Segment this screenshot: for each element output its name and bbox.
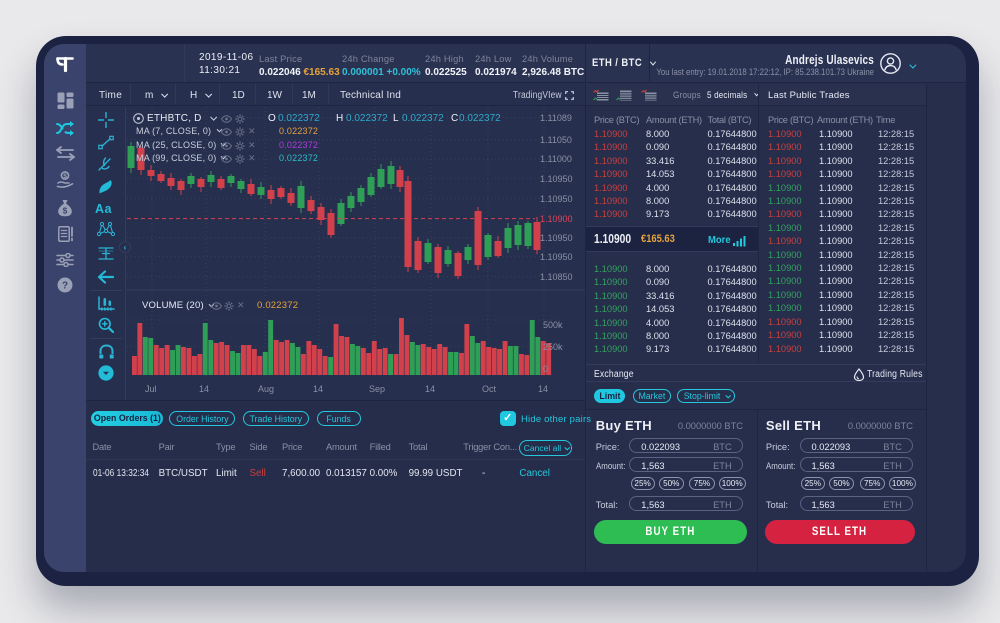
svg-text:$: $ <box>63 207 68 216</box>
svg-text:?: ? <box>62 280 68 291</box>
svg-text:$: $ <box>63 173 67 180</box>
